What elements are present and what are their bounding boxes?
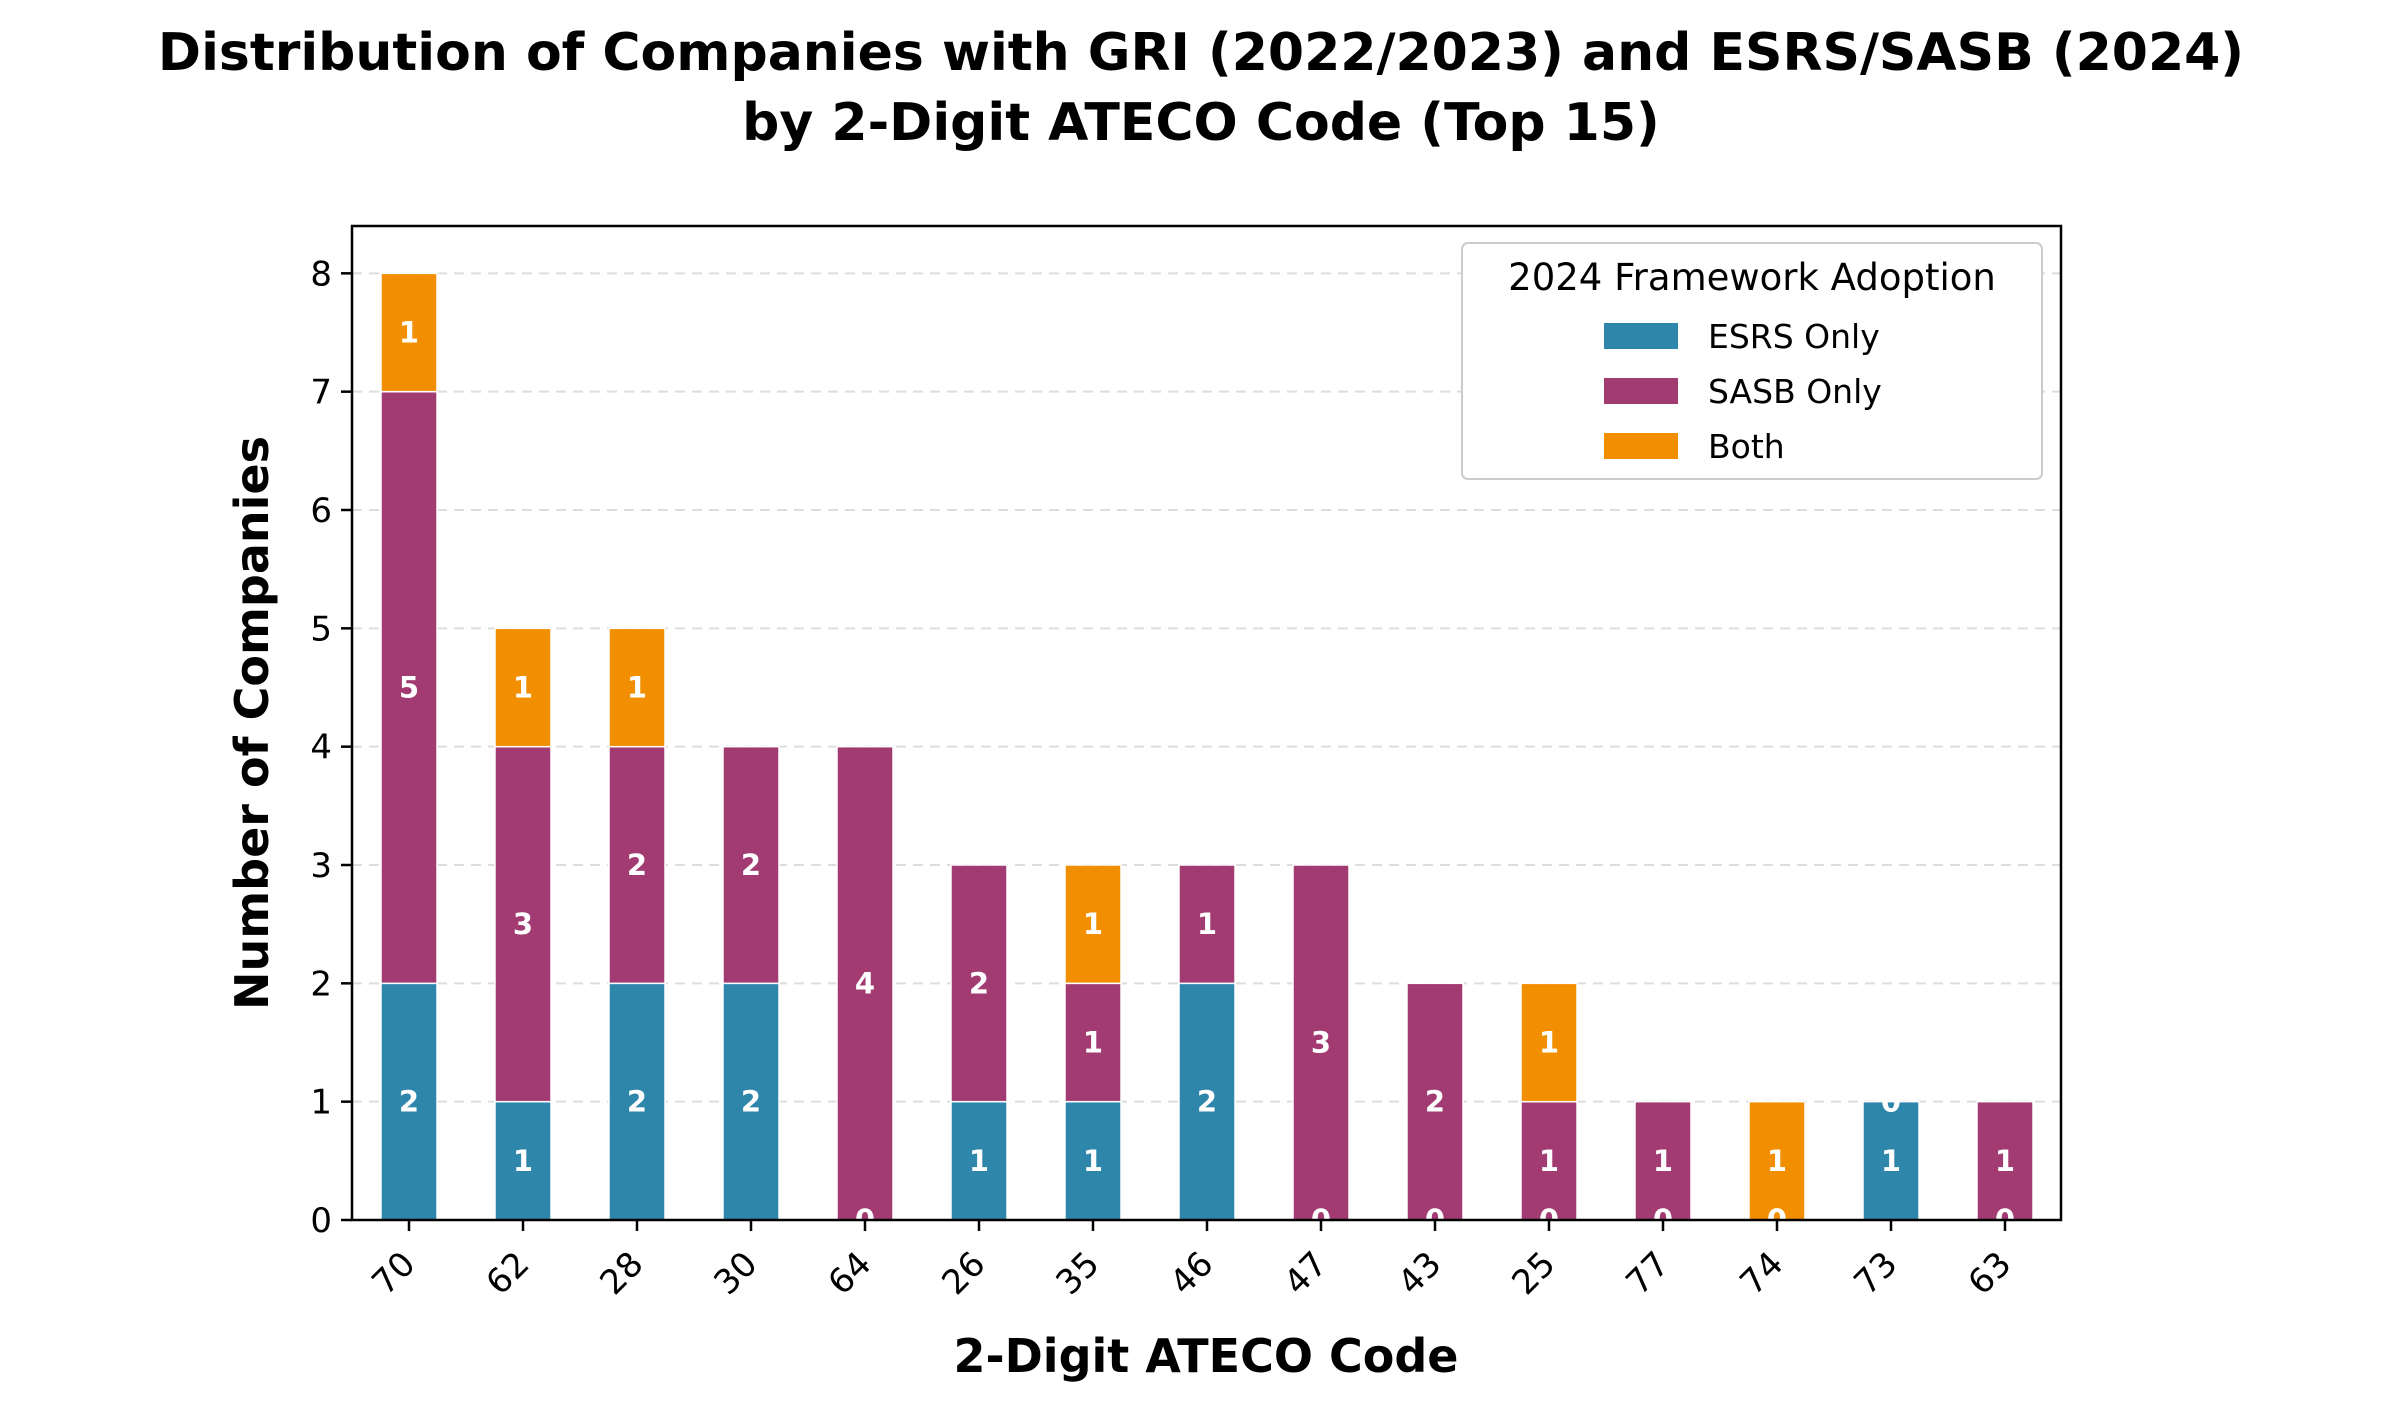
x-tick-label: 70 <box>364 1244 423 1303</box>
y-tick-label: 6 <box>310 491 332 531</box>
bar-value-label: 2 <box>969 966 989 1000</box>
bar-value-label: 1 <box>969 1144 989 1178</box>
bar-segment-esrs-only <box>380 982 438 1221</box>
bars <box>380 272 2034 1221</box>
legend-box <box>1461 242 2043 480</box>
bar-value-label: 3 <box>1311 1026 1331 1060</box>
x-tick-label: 25 <box>1504 1244 1563 1303</box>
legend-entry: Both <box>1708 427 1785 466</box>
bar-value-label: 1 <box>1083 1026 1103 1060</box>
bar-segment-sasb-only <box>950 864 1008 1103</box>
chart-subtitle: by 2-Digit ATECO Code (Top 15) <box>742 93 1660 153</box>
y-tick-label: 4 <box>310 728 332 768</box>
bar-value-label: 0 <box>1881 1085 1901 1119</box>
bar-value-label: 4 <box>855 966 875 1000</box>
bar-segment-both <box>494 627 552 748</box>
bar-value-label: 2 <box>741 1085 761 1119</box>
y-axis-label: Number of Companies <box>225 436 279 1010</box>
x-tick-label: 64 <box>820 1244 879 1303</box>
bar-value-label: 1 <box>627 671 647 705</box>
bar-value-label: 5 <box>399 671 419 705</box>
bar-segment-sasb-only <box>1406 982 1464 1221</box>
bar-value-label: 1 <box>1083 907 1103 941</box>
bar-segment-esrs-only <box>1178 982 1236 1221</box>
x-tick-label: 62 <box>478 1244 537 1303</box>
bar-segment-sasb-only <box>608 745 666 985</box>
bar-value-label: 1 <box>1539 1144 1559 1178</box>
y-tick-label: 7 <box>310 373 332 413</box>
bar-value-label: 2 <box>399 1085 419 1119</box>
x-tick-label: 77 <box>1618 1244 1677 1303</box>
bar-segment-sasb-only <box>380 390 438 985</box>
y-tick-label: 3 <box>310 846 332 886</box>
bar-value-label: 1 <box>399 316 419 350</box>
bar-value-label: 2 <box>1197 1085 1217 1119</box>
bar-value-label: 3 <box>513 907 533 941</box>
x-tick-label: 28 <box>592 1244 651 1303</box>
bar-segment-both <box>608 627 666 748</box>
legend-entry: SASB Only <box>1708 372 1882 411</box>
bar-segment-both <box>1064 864 1122 985</box>
y-tick-label: 5 <box>310 609 332 649</box>
bar-value-label: 1 <box>1995 1144 2015 1178</box>
y-tick-label: 2 <box>310 964 332 1004</box>
bar-segment-sasb-only <box>494 745 552 1103</box>
bar-value-label: 2 <box>1425 1085 1445 1119</box>
bar-value-label: 1 <box>1767 1144 1787 1178</box>
bar-segment-sasb-only <box>1520 1100 1578 1221</box>
x-tick-label: 63 <box>1960 1244 2019 1303</box>
legend: 2024 Framework Adoption ESRS Only SASB On… <box>1461 242 2043 480</box>
bar-segment-esrs-only <box>1862 1100 1920 1221</box>
bar-segment-both <box>1520 982 1578 1103</box>
x-axis-label: 2-Digit ATECO Code <box>954 1329 1459 1383</box>
x-tick-label: 43 <box>1390 1244 1449 1303</box>
bar-segment-sasb-only <box>836 745 894 1221</box>
legend-title: 2024 Framework Adoption <box>1508 256 1996 299</box>
legend-swatch <box>1604 433 1678 459</box>
y-tick-label: 0 <box>310 1201 332 1241</box>
x-tick-label: 73 <box>1846 1244 1905 1303</box>
bar-value-label: 1 <box>1881 1144 1901 1178</box>
bar-segment-sasb-only <box>1178 864 1236 985</box>
bar-segment-both <box>380 272 438 393</box>
x-tick-label: 26 <box>934 1244 993 1303</box>
y-tick-label: 8 <box>310 254 332 294</box>
bar-segment-sasb-only <box>1292 864 1350 1221</box>
bar-value-label: 1 <box>1083 1144 1103 1178</box>
legend-swatch <box>1604 323 1678 349</box>
bar-value-label: 2 <box>627 848 647 882</box>
bar-value-label: 2 <box>627 1085 647 1119</box>
bar-value-label: 1 <box>1653 1144 1673 1178</box>
bar-value-label: 1 <box>1539 1026 1559 1060</box>
x-tick-label: 46 <box>1162 1244 1221 1303</box>
bar-segment-esrs-only <box>950 1100 1008 1221</box>
bar-segment-esrs-only <box>1064 1100 1122 1221</box>
y-axis-ticks: 0 1 2 3 4 5 6 7 8 <box>310 254 352 1241</box>
bar-segment-sasb-only <box>1064 982 1122 1103</box>
bar-value-label: 1 <box>513 671 533 705</box>
chart-title: Distribution of Companies with GRI (2022… <box>158 23 2244 83</box>
bar-value-label: 1 <box>1197 907 1217 941</box>
x-tick-label: 47 <box>1276 1244 1335 1303</box>
bar-segment-sasb-only <box>722 745 780 985</box>
bar-segment-esrs-only <box>608 982 666 1221</box>
x-tick-label: 74 <box>1732 1244 1791 1303</box>
x-tick-label: 35 <box>1048 1244 1107 1303</box>
x-tick-label: 30 <box>706 1244 765 1303</box>
y-tick-label: 1 <box>310 1083 332 1123</box>
bar-segment-esrs-only <box>722 982 780 1221</box>
bar-segment-sasb-only <box>1634 1100 1692 1221</box>
bar-value-label: 2 <box>741 848 761 882</box>
legend-swatch <box>1604 378 1678 404</box>
bar-value-label: 1 <box>513 1144 533 1178</box>
legend-entry: ESRS Only <box>1708 317 1880 356</box>
